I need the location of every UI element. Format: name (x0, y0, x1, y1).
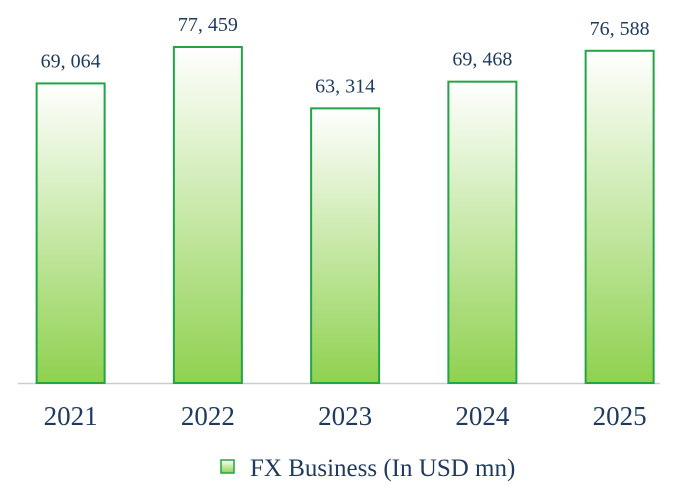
x-tick-label: 2025 (593, 401, 647, 431)
value-label: 69, 468 (452, 49, 512, 71)
x-tick-label: 2023 (318, 401, 372, 431)
bar (172, 46, 243, 384)
value-label: 77, 459 (178, 14, 238, 36)
bar (35, 82, 106, 384)
bar (447, 80, 518, 385)
value-label: 63, 314 (315, 75, 375, 97)
value-label: 76, 588 (590, 18, 650, 40)
legend-label: FX Business (In USD mn) (250, 455, 515, 482)
x-tick-label: 2021 (44, 401, 98, 431)
x-tick-label: 2024 (455, 401, 510, 431)
legend-swatch (220, 459, 235, 474)
x-tick-label: 2022 (181, 401, 235, 431)
value-label: 69, 064 (41, 50, 101, 72)
bar (584, 49, 655, 385)
bar (310, 107, 381, 384)
